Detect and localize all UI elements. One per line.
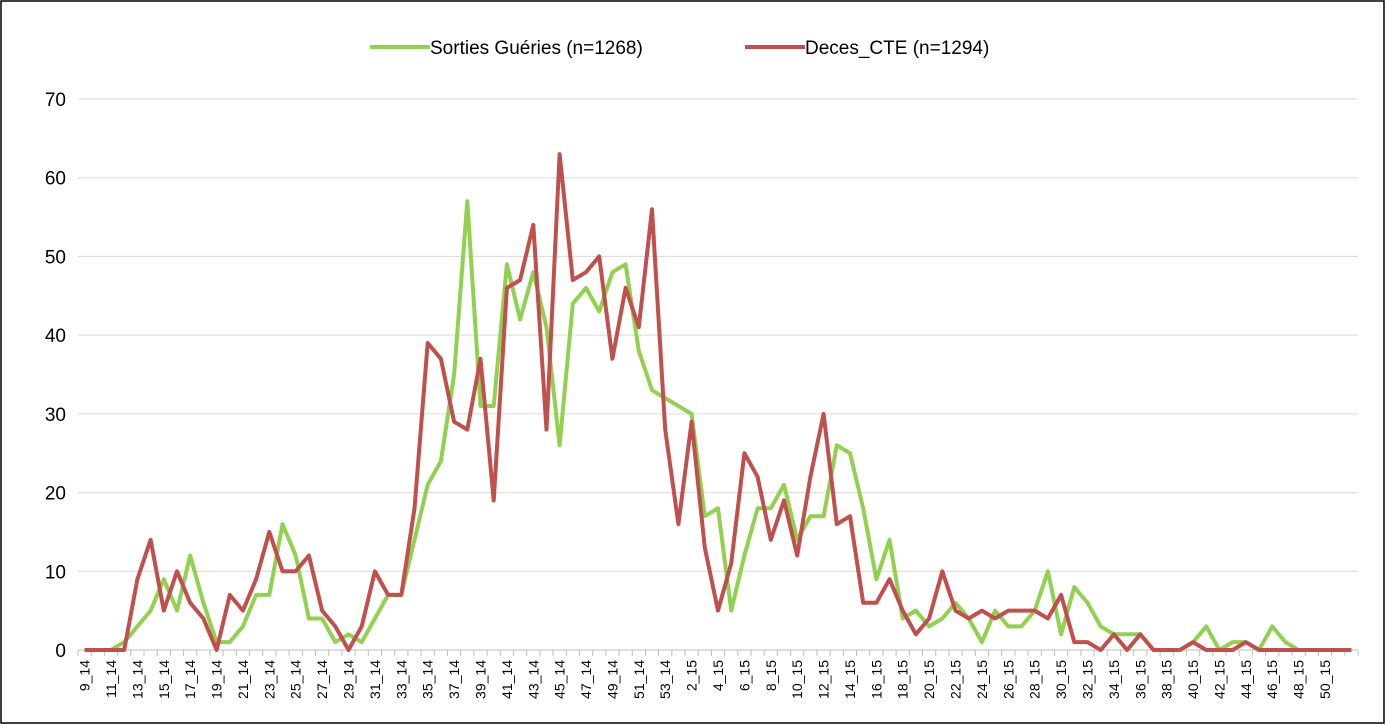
- x-tick-label: 41_14: [499, 660, 515, 699]
- x-tick-label: 23_14: [261, 660, 277, 699]
- x-tick-label: 53_14: [657, 660, 673, 699]
- x-tick-label: 35_14: [420, 660, 436, 699]
- y-tick-label: 50: [45, 247, 66, 268]
- x-tick-label: 48_15: [1291, 660, 1307, 699]
- x-tick-label: 20_15: [921, 660, 937, 699]
- x-tick-label: 19_14: [209, 660, 225, 699]
- y-tick-label: 20: [45, 484, 66, 505]
- y-tick-label: 60: [45, 169, 66, 190]
- x-tick-label: 38_15: [1159, 660, 1175, 699]
- x-tick-label: 44_15: [1238, 660, 1254, 699]
- legend-label: Deces_CTE (n=1294): [805, 38, 989, 59]
- x-tick-label: 8_15: [763, 660, 779, 691]
- y-tick-label: 10: [45, 562, 66, 583]
- x-tick-label: 51_14: [631, 660, 647, 699]
- x-tick-label: 50_15: [1317, 660, 1333, 699]
- y-tick-label: 30: [45, 405, 66, 426]
- x-tick-label: 12_15: [816, 660, 832, 699]
- x-tick-label: 47_14: [578, 660, 594, 699]
- y-tick-label: 70: [45, 90, 66, 111]
- x-tick-label: 14_15: [842, 660, 858, 699]
- x-tick-label: 10_15: [789, 660, 805, 699]
- x-tick-label: 28_15: [1027, 660, 1043, 699]
- x-tick-label: 21_14: [235, 660, 251, 699]
- x-tick-label: 22_15: [948, 660, 964, 699]
- x-tick-label: 37_14: [446, 660, 462, 699]
- x-tick-label: 45_14: [552, 660, 568, 699]
- x-tick-label: 42_15: [1211, 660, 1227, 699]
- x-tick-label: 32_15: [1079, 660, 1095, 699]
- y-tick-label: 0: [55, 641, 66, 662]
- x-tick-label: 26_15: [1000, 660, 1016, 699]
- x-tick-label: 31_14: [367, 660, 383, 699]
- series-line: [84, 152, 1352, 652]
- x-tick-label: 30_15: [1053, 660, 1069, 699]
- x-tick-label: 25_14: [288, 660, 304, 699]
- x-tick-label: 9_14: [77, 660, 93, 691]
- x-tick-label: 17_14: [182, 660, 198, 699]
- x-tick-label: 33_14: [393, 660, 409, 699]
- x-tick-label: 15_14: [156, 660, 172, 699]
- x-tick-label: 27_14: [314, 660, 330, 699]
- x-tick-label: 49_14: [604, 660, 620, 699]
- x-tick-label: 4_15: [710, 660, 726, 691]
- y-tick-label: 40: [45, 326, 66, 347]
- legend-label: Sorties Guéries (n=1268): [430, 38, 643, 59]
- x-tick-label: 39_14: [472, 660, 488, 699]
- x-tick-label: 46_15: [1264, 660, 1280, 699]
- x-tick-label: 43_14: [525, 660, 541, 699]
- x-tick-label: 2_15: [684, 660, 700, 691]
- x-tick-label: 13_14: [129, 660, 145, 699]
- x-tick-label: 24_15: [974, 660, 990, 699]
- x-tick-label: 18_15: [895, 660, 911, 699]
- x-tick-label: 40_15: [1185, 660, 1201, 699]
- x-tick-label: 36_15: [1132, 660, 1148, 699]
- x-tick-label: 16_15: [868, 660, 884, 699]
- x-tick-label: 11_14: [103, 660, 119, 698]
- x-tick-label: 29_14: [341, 660, 357, 699]
- x-tick-label: 34_15: [1106, 660, 1122, 699]
- x-tick-label: 6_15: [736, 660, 752, 691]
